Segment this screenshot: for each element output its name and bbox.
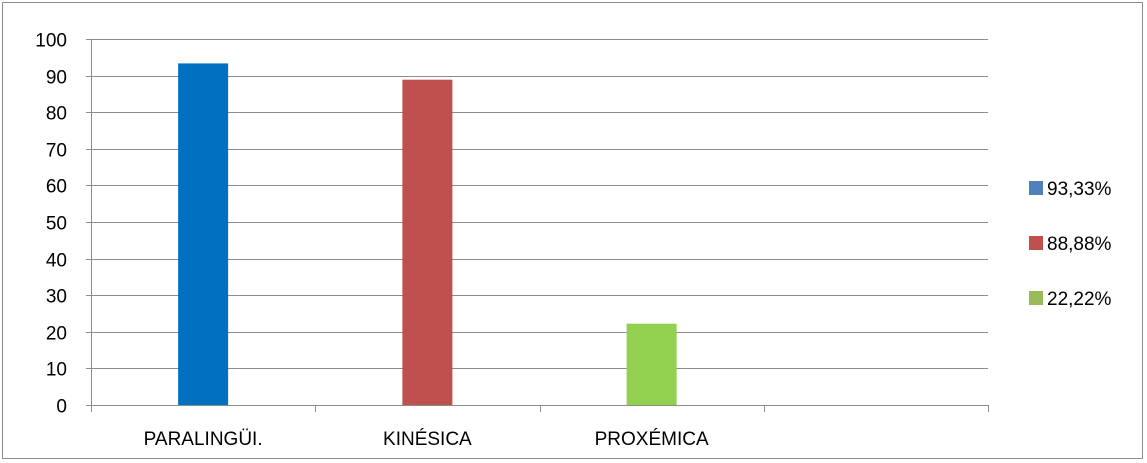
y-tick-label: 40: [46, 251, 67, 272]
y-tick-label: 60: [46, 177, 67, 198]
y-tick-label: 30: [46, 287, 67, 308]
y-tick-label: 80: [46, 104, 67, 125]
y-tick-label: 20: [46, 324, 67, 345]
x-tick-label: PARALINGÜI.: [144, 429, 263, 450]
legend-swatch: [1029, 236, 1043, 250]
axes: [86, 39, 989, 412]
x-tick-label: KINÉSICA: [383, 429, 472, 450]
bar-chart: 0 10 20 30 40 50 60 70 80 90 100 PARALINGÜI. KINÉSIC…: [35, 31, 1112, 451]
y-tick-label: 90: [46, 68, 67, 89]
axis-labels: 0 10 20 30 40 50 60 70 80 90 100 PARALINGÜI. KINÉSIC…: [35, 31, 709, 451]
legend-swatch: [1029, 291, 1043, 305]
gridlines: [91, 39, 988, 369]
y-tick-label: 100: [35, 31, 67, 52]
y-tick-label: 70: [46, 141, 67, 162]
x-tick-label: PROXÉMICA: [595, 429, 709, 450]
bar: [402, 79, 453, 405]
legend-swatch: [1029, 181, 1043, 195]
legend-label: 88,88%: [1047, 234, 1112, 255]
y-tick-label: 50: [46, 214, 67, 235]
bar: [626, 323, 677, 405]
bars: [178, 63, 677, 405]
bar: [178, 63, 229, 405]
legend: 93,33% 88,88% 22,22%: [1029, 179, 1112, 310]
y-tick-label: 10: [46, 360, 67, 381]
legend-label: 22,22%: [1047, 289, 1112, 310]
y-tick-label: 0: [56, 397, 67, 418]
legend-label: 93,33%: [1047, 179, 1112, 200]
